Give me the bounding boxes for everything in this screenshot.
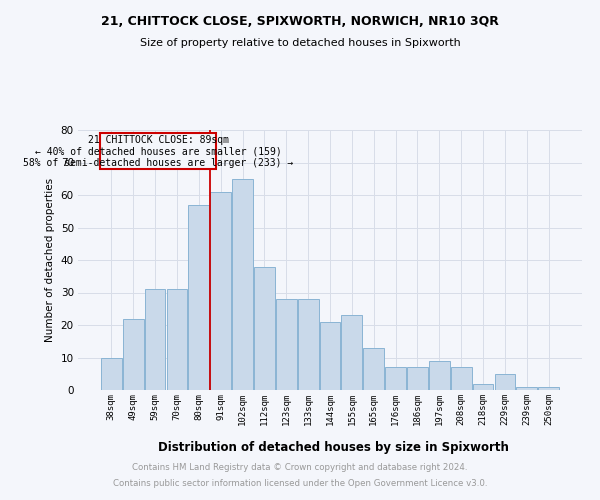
Text: Size of property relative to detached houses in Spixworth: Size of property relative to detached ho…	[140, 38, 460, 48]
Text: 21 CHITTOCK CLOSE: 89sqm
← 40% of detached houses are smaller (159)
58% of semi-: 21 CHITTOCK CLOSE: 89sqm ← 40% of detach…	[23, 134, 293, 168]
Bar	[167, 289, 187, 390]
Text: Distribution of detached houses by size in Spixworth: Distribution of detached houses by size …	[158, 441, 508, 454]
Bar	[101, 358, 122, 390]
Bar	[188, 205, 209, 390]
Bar	[123, 318, 143, 390]
Text: Contains public sector information licensed under the Open Government Licence v3: Contains public sector information licen…	[113, 478, 487, 488]
Bar	[210, 192, 231, 390]
Bar	[232, 179, 253, 390]
FancyBboxPatch shape	[100, 133, 216, 169]
Bar	[494, 374, 515, 390]
Y-axis label: Number of detached properties: Number of detached properties	[45, 178, 55, 342]
Bar	[145, 289, 166, 390]
Bar	[429, 361, 450, 390]
Bar	[298, 299, 319, 390]
Text: Contains HM Land Registry data © Crown copyright and database right 2024.: Contains HM Land Registry data © Crown c…	[132, 464, 468, 472]
Bar	[385, 367, 406, 390]
Bar	[538, 387, 559, 390]
Bar	[364, 348, 384, 390]
Bar	[473, 384, 493, 390]
Bar	[451, 367, 472, 390]
Bar	[341, 316, 362, 390]
Bar	[320, 322, 340, 390]
Text: 21, CHITTOCK CLOSE, SPIXWORTH, NORWICH, NR10 3QR: 21, CHITTOCK CLOSE, SPIXWORTH, NORWICH, …	[101, 15, 499, 28]
Bar	[407, 367, 428, 390]
Bar	[276, 299, 296, 390]
Bar	[254, 266, 275, 390]
Bar	[517, 387, 537, 390]
